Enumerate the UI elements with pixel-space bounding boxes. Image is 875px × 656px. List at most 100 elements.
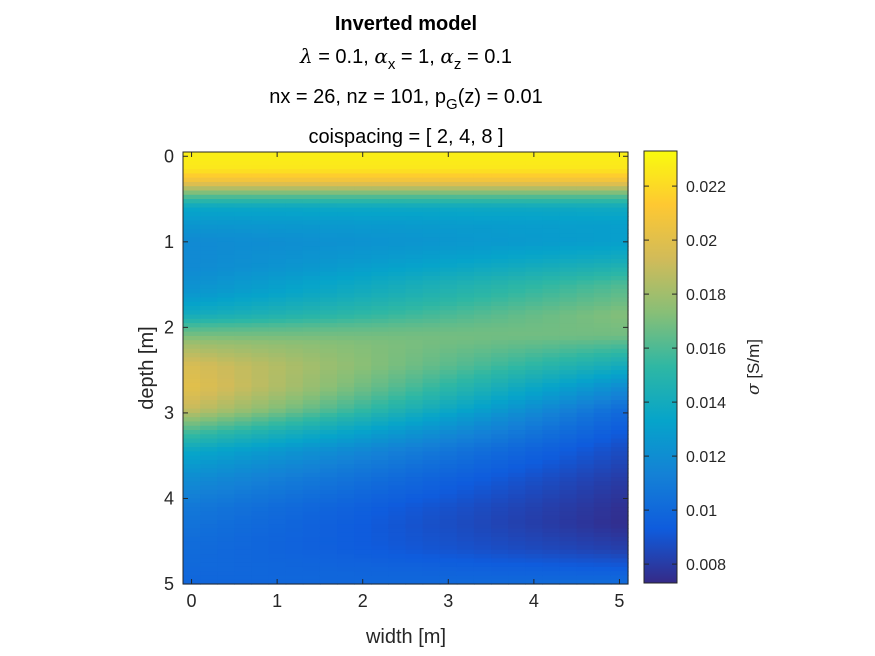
heatmap-cell	[405, 152, 424, 157]
heatmap-cell	[422, 293, 441, 299]
heatmap-cell	[422, 417, 441, 423]
heatmap-cell	[217, 361, 235, 367]
heatmap-cell	[371, 536, 389, 542]
heatmap-cell	[525, 489, 544, 495]
heatmap-cell	[439, 271, 458, 277]
heatmap-cell	[200, 515, 218, 521]
heatmap-cell	[422, 519, 441, 525]
heatmap-cell	[559, 156, 578, 162]
heatmap-cell	[319, 181, 338, 187]
heatmap-cell	[508, 310, 526, 316]
heatmap-cell	[508, 434, 526, 440]
heatmap-cell	[439, 485, 458, 491]
heatmap-cell	[525, 382, 544, 388]
heatmap-cell	[319, 233, 338, 239]
heatmap-cell	[302, 412, 321, 418]
heatmap-cell	[268, 395, 287, 401]
heatmap-cell	[337, 382, 355, 388]
heatmap-cell	[405, 387, 424, 393]
heatmap-cell	[285, 314, 304, 320]
heatmap-cell	[422, 152, 441, 157]
heatmap-cell	[508, 276, 526, 281]
heatmap-cell	[268, 164, 287, 170]
heatmap-cell	[217, 216, 235, 222]
heatmap-cell	[405, 579, 424, 585]
heatmap-cell	[559, 318, 578, 324]
heatmap-cell	[559, 464, 578, 470]
heatmap-cell	[319, 498, 338, 504]
heatmap-cell	[576, 263, 595, 269]
heatmap-cell	[576, 524, 595, 529]
x-axis-label: width [m]	[365, 626, 446, 648]
heatmap-cell	[439, 173, 458, 179]
heatmap-cell	[491, 571, 509, 577]
heatmap-cell	[337, 571, 355, 577]
heatmap-cell	[337, 207, 355, 213]
heatmap-cell	[559, 181, 578, 187]
heatmap-cell	[508, 532, 526, 538]
heatmap-cell	[491, 301, 509, 307]
heatmap-cell	[337, 357, 355, 363]
heatmap-cell	[302, 571, 321, 577]
heatmap-cell	[319, 494, 338, 500]
heatmap-cell	[405, 545, 424, 551]
heatmap-cell	[542, 186, 561, 192]
heatmap-cell	[559, 459, 578, 465]
heatmap-cell	[217, 575, 235, 581]
heatmap-cell	[319, 276, 338, 281]
heatmap-cell	[593, 258, 612, 264]
heatmap-cell	[337, 524, 355, 529]
heatmap-cell	[268, 361, 287, 367]
heatmap-cell	[610, 228, 629, 234]
heatmap-cell	[183, 297, 201, 303]
heatmap-cell	[525, 194, 544, 200]
heatmap-cell	[508, 361, 526, 367]
heatmap-cell	[405, 430, 424, 435]
heatmap-cell	[525, 412, 544, 418]
heatmap-cell	[234, 536, 253, 542]
heatmap-cell	[542, 455, 561, 461]
heatmap-cell	[337, 288, 355, 294]
heatmap-cell	[576, 408, 595, 414]
heatmap-cell	[217, 562, 235, 568]
heatmap-cell	[559, 284, 578, 290]
heatmap-cell	[354, 353, 372, 358]
heatmap-cell	[576, 297, 595, 303]
heatmap-cell	[525, 541, 544, 547]
heatmap-cell	[268, 387, 287, 393]
heatmap-cell	[234, 378, 253, 384]
heatmap-cell	[388, 541, 407, 547]
heatmap-cell	[456, 331, 475, 337]
heatmap-cell	[234, 246, 253, 251]
heatmap-cell	[302, 502, 321, 508]
heatmap-cell	[371, 528, 389, 534]
heatmap-cell	[439, 284, 458, 290]
heatmap-cell	[371, 152, 389, 157]
heatmap-cell	[508, 288, 526, 294]
heatmap-cell	[593, 370, 612, 376]
heatmap-cell	[439, 353, 458, 358]
heatmap-cell	[217, 502, 235, 508]
heatmap-cell	[610, 430, 629, 435]
heatmap-cell	[422, 258, 441, 264]
heatmap-cell	[439, 370, 458, 376]
heatmap-cell	[302, 391, 321, 397]
heatmap-cell	[388, 558, 407, 564]
heatmap-cell	[405, 575, 424, 581]
heatmap-cell	[388, 160, 407, 166]
heatmap-cell	[405, 378, 424, 384]
heatmap-cell	[234, 224, 253, 230]
heatmap-cell	[542, 472, 561, 478]
heatmap-cell	[302, 541, 321, 547]
heatmap-cell	[319, 207, 338, 213]
heatmap-cell	[337, 186, 355, 192]
heatmap-cell	[456, 327, 475, 333]
heatmap-cell	[405, 361, 424, 367]
heatmap-cell	[268, 455, 287, 461]
heatmap-cell	[319, 472, 338, 478]
heatmap-cell	[473, 579, 492, 585]
heatmap-cell	[337, 246, 355, 251]
heatmap-cell	[576, 532, 595, 538]
heatmap-cell	[234, 301, 253, 307]
heatmap-cell	[319, 267, 338, 273]
